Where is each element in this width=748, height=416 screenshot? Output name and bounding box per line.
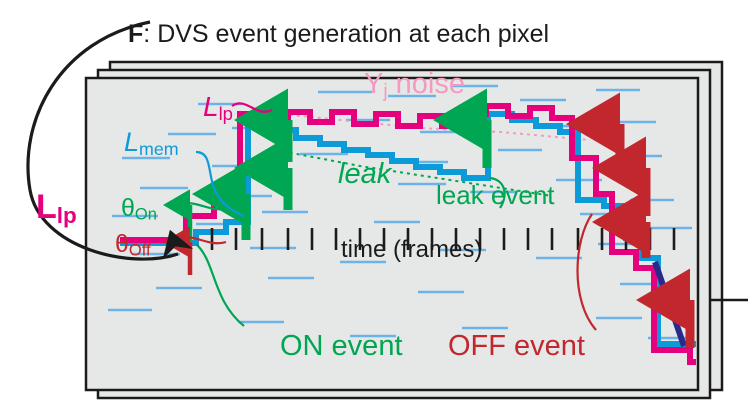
leak-dotted-line [275,149,553,197]
theta-off-label: θOff [115,230,151,261]
input-llp-sub: lp [56,202,77,228]
lmem-sub: mem [139,138,179,159]
noise-suffix: noise [387,68,465,100]
llp-sub: lp [218,103,233,125]
theta-on-symbol: θ [121,194,135,222]
title-text: DVS event generation at each pixel [157,20,550,48]
input-llp-main: L [36,188,57,226]
panel-letter: F [128,20,144,48]
noise-main: Y [364,68,384,100]
lmem-trace-label: Lmem [124,127,179,160]
lmem-main: L [124,127,140,157]
off-event-label: OFF event [448,330,585,362]
off-event-arrows [566,92,695,348]
leader-lines [167,102,597,331]
leak-label: leak [338,158,392,190]
theta-off-sub: Off [128,241,151,260]
llp-trace-label: Llp [203,91,233,125]
noise-sub: j [383,81,388,103]
on-event-label: ON event [280,330,403,362]
panel-title: F: DVS event generation at each pixel [128,20,549,49]
title-separator: : [143,20,158,48]
llp-main: L [203,91,219,122]
theta-on-sub: On [134,205,157,224]
time-axis-label: time (frames) [341,236,483,263]
noise-label: Yj noise [364,68,465,103]
theta-off-symbol: θ [115,230,129,258]
on-event-arrows [192,88,492,240]
leak-event-label: leak event [436,180,555,210]
input-curved-arrow [26,20,194,261]
theta-on-label: θOn [121,194,157,225]
input-llp-label: Llp [36,188,77,229]
